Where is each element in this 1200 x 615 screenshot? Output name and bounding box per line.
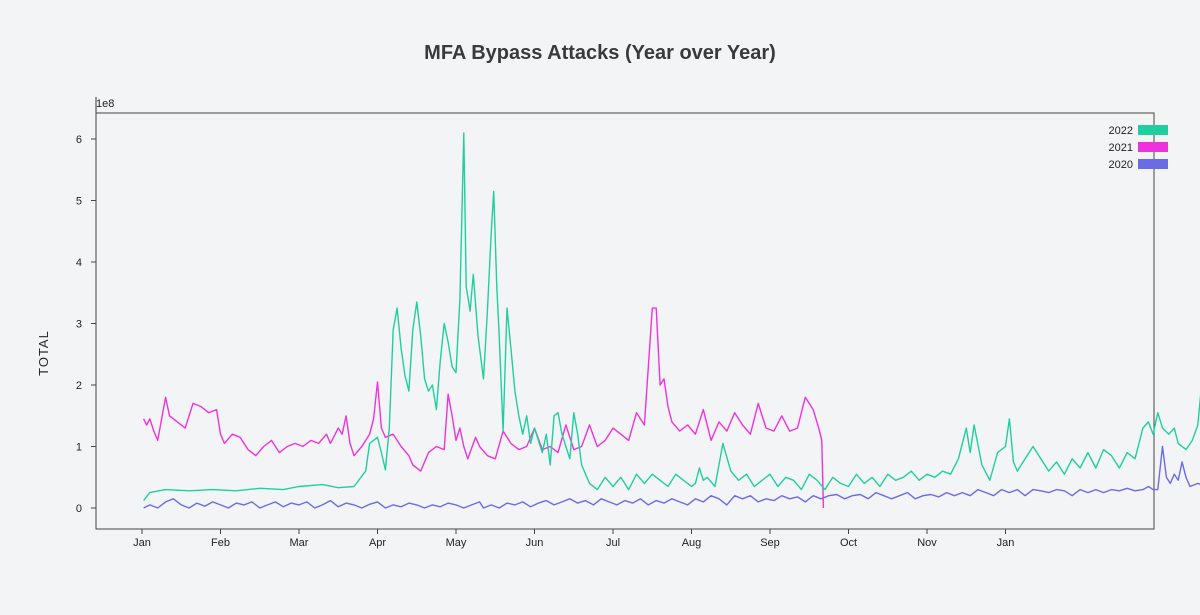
legend-swatch-2020 [1138,159,1168,169]
series-line-2022 [143,132,1200,502]
x-tick-label: Mar [290,537,309,549]
y-tick-label: 1 [76,442,82,454]
y-tick-label: 4 [76,257,82,269]
x-ticks: Jan Feb Mar Apr May Jun Jul Aug Sep Oct Nov Jan [133,529,1014,549]
y-tick-label: 0 [76,503,82,515]
legend-label-2021: 2021 [1109,142,1133,154]
x-tick-label: Jan [997,537,1015,549]
y-scale-label: 1e8 [96,98,114,110]
series-line-2021 [142,307,825,509]
y-tick-label: 2 [76,380,82,392]
legend-label-2020: 2020 [1109,159,1133,171]
legend-swatch-2022 [1138,125,1168,135]
legend-swatch-2021 [1138,142,1168,152]
y-axis-label: TOTAL [36,330,51,376]
series-layer [142,132,1200,509]
x-tick-label: Feb [211,537,230,549]
x-tick-label: Jan [133,537,151,549]
x-tick-label: Nov [917,537,937,549]
x-tick-label: Apr [369,537,386,549]
series-line-2020 [143,445,1200,509]
x-tick-label: Jun [526,537,544,549]
x-tick-label: May [446,537,467,549]
y-tick-label: 5 [76,196,82,208]
x-tick-label: Sep [760,537,780,549]
x-tick-label: Jul [606,537,620,549]
x-tick-label: Oct [840,537,857,549]
legend-label-2022: 2022 [1109,125,1133,137]
y-tick-label: 6 [76,134,82,146]
y-ticks: 0 1 2 3 4 5 6 [76,134,96,515]
plot-frame [95,112,1155,530]
chart-title: MFA Bypass Attacks (Year over Year) [424,42,776,64]
x-tick-label: Aug [682,537,702,549]
y-tick-label: 3 [76,319,82,331]
legend: 2022 2021 2020 [1109,125,1168,171]
